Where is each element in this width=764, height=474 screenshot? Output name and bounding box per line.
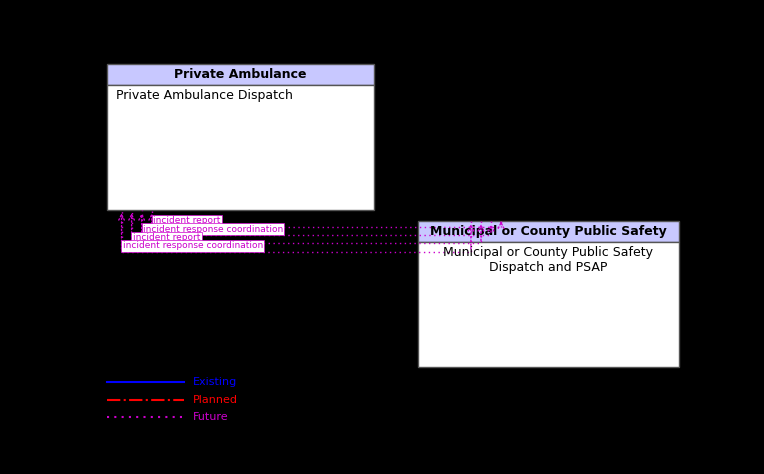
Text: incident response coordination: incident response coordination [143,225,283,234]
Text: Municipal or County Public Safety
Dispatch and PSAP: Municipal or County Public Safety Dispat… [443,246,653,274]
Text: Private Ambulance Dispatch: Private Ambulance Dispatch [116,89,293,102]
Text: incident response coordination: incident response coordination [123,241,263,250]
Text: incident report: incident report [153,216,220,225]
FancyBboxPatch shape [418,242,678,367]
Text: Existing: Existing [193,377,238,387]
Text: Future: Future [193,412,229,422]
Text: Municipal or County Public Safety: Municipal or County Public Safety [430,225,667,238]
FancyBboxPatch shape [418,221,678,242]
FancyBboxPatch shape [107,64,374,85]
FancyBboxPatch shape [107,85,374,210]
Text: Planned: Planned [193,395,238,405]
Text: Private Ambulance: Private Ambulance [174,68,307,81]
Text: incident report: incident report [133,233,200,242]
